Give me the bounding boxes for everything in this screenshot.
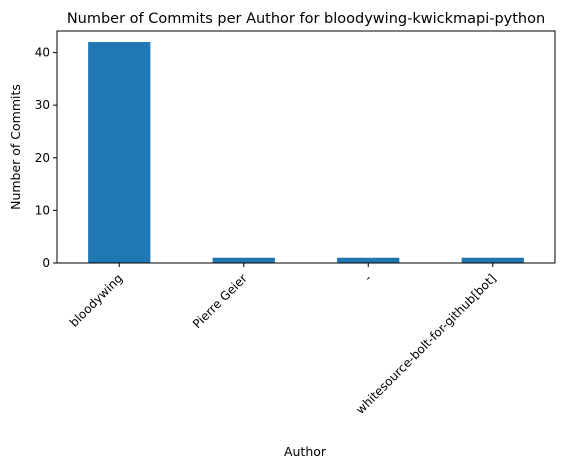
bar-4: [461, 257, 524, 263]
bar-3: [337, 257, 400, 263]
y-tick-label: 0: [42, 256, 50, 270]
x-tick-label: whitesource-bolt-for-github[bot]: [353, 271, 499, 417]
y-axis-label: Number of Commits: [8, 84, 23, 210]
chart-title: Number of Commits per Author for bloodyw…: [67, 11, 545, 27]
x-tick-label: -: [361, 271, 374, 284]
y-tick-label: 20: [35, 151, 50, 165]
y-tick-label: 10: [35, 203, 50, 217]
bar-2: [212, 257, 275, 263]
y-tick-label: 40: [35, 46, 50, 60]
y-tick-label: 30: [35, 98, 50, 112]
x-tick-label: Pierre Geier: [190, 271, 250, 331]
bars-layer: [88, 42, 524, 263]
bar-1: [88, 42, 151, 263]
plot-frame: [56, 30, 556, 264]
x-axis-label: Author: [284, 444, 327, 459]
y-axis: 0 10 20 30 40: [35, 46, 57, 270]
x-tick-label: bloodywing: [67, 271, 126, 330]
x-axis: bloodywing Pierre Geier -whitesource-bolt-…: [67, 263, 499, 417]
